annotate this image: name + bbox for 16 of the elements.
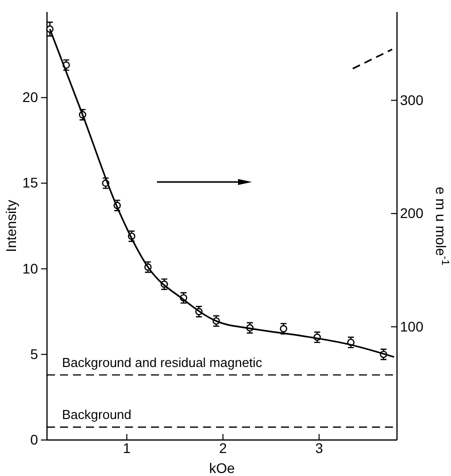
y-tick-label: 20 [22,89,38,106]
y2-tick-label: 300 [400,92,424,108]
y-tick-label: 10 [22,260,38,276]
y2-tick-label: 100 [400,318,424,334]
y-tick-label: 15 [22,174,38,191]
x-tick-label: 2 [219,440,228,456]
x-tick-label: 1 [122,440,131,456]
y-tick-label: 5 [30,346,38,362]
y-axis-title: Intensity [3,200,19,252]
y-tick-label: 0 [30,431,38,448]
ref-line-label: Background and residual magnetic [62,354,263,370]
point [280,325,288,332]
ref-line-label: Background [62,407,132,422]
x-axis-title: kOe [209,460,236,476]
x-tick-label: 3 [315,440,324,456]
y2-tick-label: 200 [400,205,424,222]
